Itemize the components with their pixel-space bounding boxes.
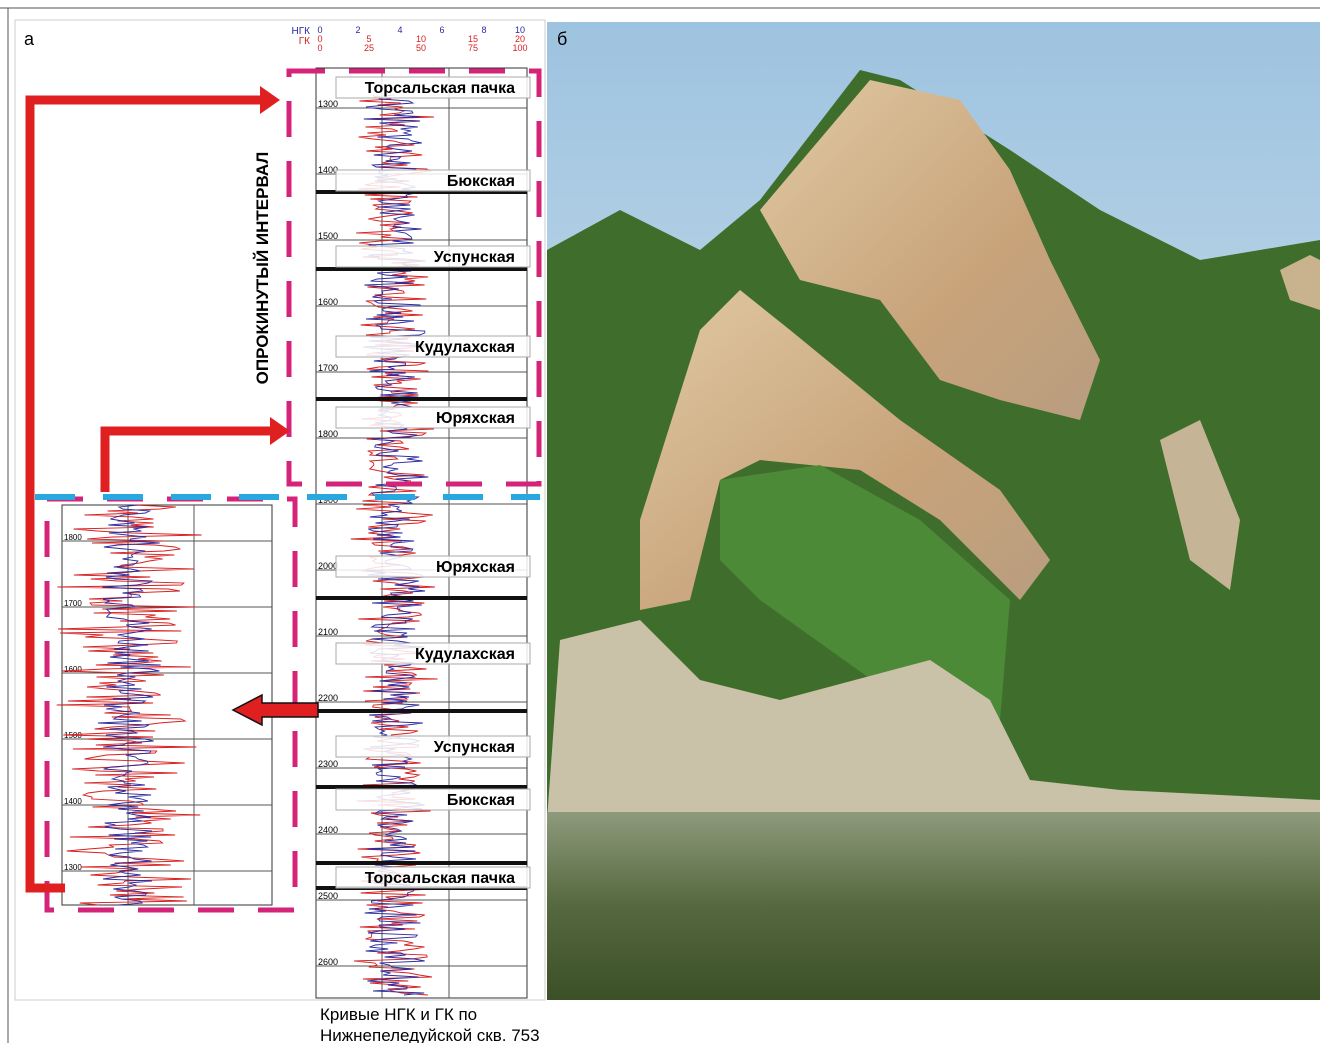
formation-label: Юряхская: [436, 410, 515, 427]
panel-label: а: [24, 29, 35, 49]
depth-label: 1300: [318, 99, 338, 109]
depth-label: 2100: [318, 627, 338, 637]
depth-label: 1300: [64, 863, 82, 872]
formation-label: Торсальская пачка: [365, 80, 515, 97]
depth-label: 2300: [318, 759, 338, 769]
tick-label: 8: [481, 25, 486, 35]
depth-label: 1400: [318, 165, 338, 175]
tick-label: 75: [468, 43, 478, 53]
depth-label: 1800: [318, 429, 338, 439]
formation-label: Кудулахская: [415, 646, 515, 663]
depth-label: 2400: [318, 825, 338, 835]
depth-label: 1700: [64, 599, 82, 608]
inset-frame: [62, 505, 272, 905]
caption: Кривые НГК и ГК по: [320, 1005, 477, 1024]
log-frame: [316, 68, 527, 998]
depth-label: 1600: [318, 297, 338, 307]
tick-label: 6: [439, 25, 444, 35]
depth-label: 1800: [64, 533, 82, 542]
formation-label: Бюкская: [447, 173, 515, 190]
depth-label: 2000: [318, 561, 338, 571]
panel-label: б: [557, 29, 567, 49]
tick-label: 4: [397, 25, 402, 35]
formation-label: Юряхская: [436, 559, 515, 576]
formation-label: Успунская: [434, 249, 515, 266]
vertical-label: ОПРОКИНУТЫЙ ИНТЕРВАЛ: [253, 152, 272, 385]
axis-name: ГК: [299, 36, 310, 47]
figure: б а 130014001500160017001800190020002100…: [0, 0, 1320, 1043]
photo: [547, 22, 1320, 1000]
tick-label: 0: [317, 43, 322, 53]
tick-label: 2: [355, 25, 360, 35]
depth-label: 2600: [318, 957, 338, 967]
depth-label: 1700: [318, 363, 338, 373]
formation-label: Кудулахская: [415, 339, 515, 356]
depth-label: 2200: [318, 693, 338, 703]
depth-label: 1400: [64, 797, 82, 806]
tick-label: 100: [512, 43, 527, 53]
formation-label: Торсальская пачка: [365, 870, 515, 887]
formation-label: Бюкская: [447, 792, 515, 809]
depth-label: 1600: [64, 665, 82, 674]
tick-label: 25: [364, 43, 374, 53]
depth-label: 2500: [318, 891, 338, 901]
caption: Нижнепеледуйской скв. 753: [320, 1026, 540, 1043]
formation-label: Успунская: [434, 739, 515, 756]
depth-label: 1500: [318, 231, 338, 241]
tick-label: 50: [416, 43, 426, 53]
